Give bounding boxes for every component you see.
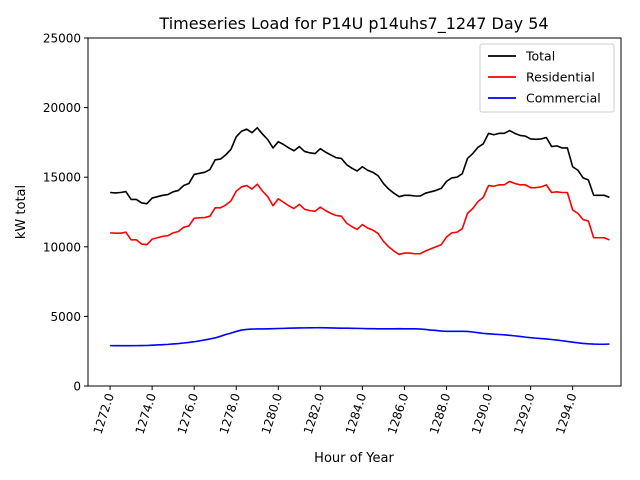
legend-label-total: Total bbox=[525, 49, 555, 64]
y-axis: 0 5000 10000 15000 20000 25000 bbox=[43, 32, 88, 394]
y-tick-label: 10000 bbox=[43, 240, 81, 254]
y-tick-label: 20000 bbox=[43, 101, 81, 115]
legend-label-residential: Residential bbox=[526, 70, 595, 85]
y-tick-label: 25000 bbox=[43, 32, 81, 46]
series-line-residential bbox=[110, 180, 610, 256]
y-tick-label: 15000 bbox=[43, 171, 81, 185]
plot-area bbox=[110, 126, 610, 347]
y-tick-label: 5000 bbox=[50, 310, 81, 324]
y-axis-label: kW total bbox=[14, 185, 29, 239]
series-line-total bbox=[110, 126, 610, 205]
x-axis-label: Hour of Year bbox=[314, 451, 394, 466]
series-line-commercial bbox=[110, 326, 610, 347]
legend-label-commercial: Commercial bbox=[526, 91, 601, 106]
chart-title: Timeseries Load for P14U p14uhs7_1247 Da… bbox=[158, 14, 548, 34]
axes-frame bbox=[87, 37, 622, 387]
y-tick-label: 0 bbox=[73, 380, 81, 394]
legend-box bbox=[479, 43, 615, 113]
legend: Total Residential Commercial bbox=[479, 43, 615, 113]
